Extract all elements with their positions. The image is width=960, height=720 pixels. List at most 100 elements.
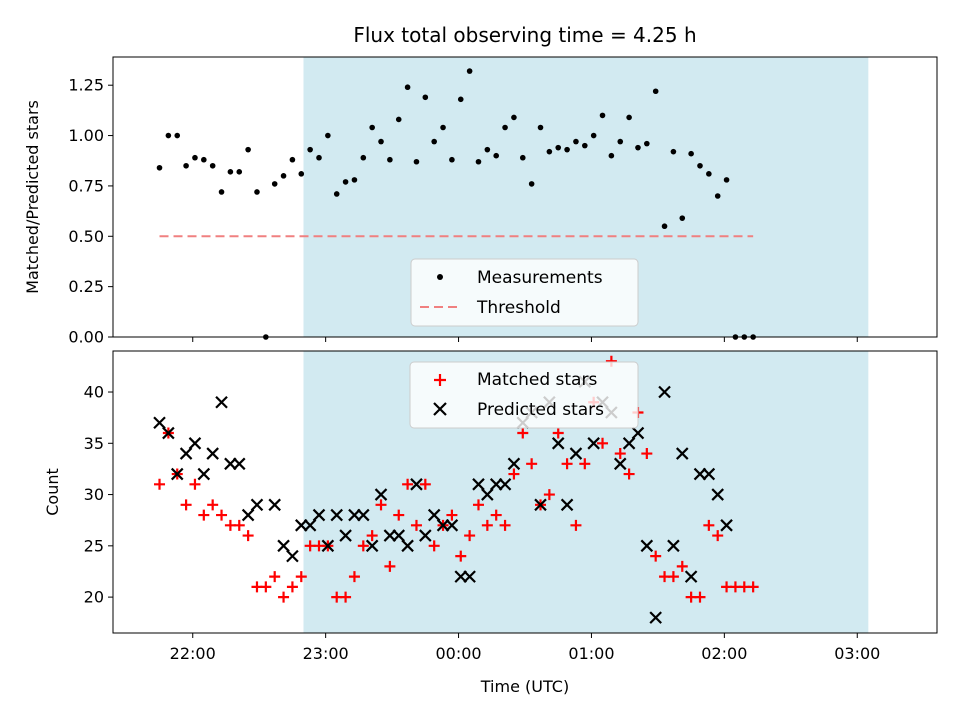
legend-threshold-label: Threshold — [476, 298, 561, 318]
predicted-star-point — [551, 437, 565, 450]
measurement-point — [351, 177, 358, 183]
measurement-point — [395, 116, 402, 123]
measurement-point — [333, 191, 340, 197]
predicted-star-point — [640, 539, 654, 553]
x-tick-label: 03:00 — [834, 644, 880, 663]
measurement-point — [555, 144, 562, 151]
predicted-star-point — [684, 570, 698, 583]
measurement-point — [626, 114, 632, 121]
measurement-point — [644, 140, 650, 147]
predicted-star-point — [587, 437, 600, 450]
bottom-y-ticks: 20 25 30 35 40 — [84, 383, 113, 607]
chart-title: Flux total observing time = 4.25 h — [353, 23, 696, 47]
legend-measurements-label: Measurements — [477, 268, 603, 288]
measurement-point — [360, 154, 367, 161]
matched-star-point — [348, 571, 360, 583]
measurement-point — [209, 162, 216, 169]
matched-star-point — [464, 530, 476, 542]
matched-star-point — [428, 540, 440, 552]
bottom-x-ticks: 22:00 23:00 00:00 01:00 02:00 03:00 — [170, 633, 880, 663]
x-tick-label: 02:00 — [701, 644, 747, 663]
matched-star-point — [340, 591, 352, 603]
top-y-ticks: 0.00 0.25 0.50 0.75 1.00 1.25 — [68, 76, 113, 347]
measurement-point — [661, 223, 668, 230]
measurement-point — [254, 189, 260, 195]
y-tick-label: 0.25 — [68, 277, 104, 296]
measurement-point — [706, 171, 712, 177]
matched-star-point — [189, 478, 201, 490]
count-panel: 20 25 30 35 40 22:00 23:00 00:00 01:00 02:00 03:0… — [43, 350, 938, 696]
measurement-point — [245, 146, 251, 153]
measurement-point — [457, 96, 464, 103]
y-tick-label: 1.00 — [68, 126, 104, 145]
predicted-star-point — [357, 508, 370, 522]
matched-star-point — [579, 458, 591, 470]
predicted-star-point — [427, 508, 441, 522]
matched-star-point — [295, 571, 307, 583]
matched-star-point — [543, 489, 555, 501]
measurement-point — [422, 94, 429, 101]
matched-star-point — [623, 468, 635, 480]
predicted-star-point — [179, 447, 193, 460]
predicted-star-point — [330, 508, 343, 522]
legend-measurements-marker — [437, 274, 443, 280]
measurement-point — [440, 124, 446, 131]
x-tick-label: 23:00 — [303, 644, 349, 663]
matched-star-point — [517, 427, 529, 439]
matched-star-point — [286, 581, 298, 593]
matched-star-point — [375, 499, 387, 511]
predicted-star-point — [613, 457, 627, 471]
measurement-point — [218, 189, 225, 195]
legend-predicted-label: Predicted stars — [477, 400, 604, 420]
top-legend: Measurements Threshold — [410, 258, 639, 327]
matched-star-point — [260, 581, 272, 593]
measurement-point — [201, 156, 207, 163]
measurement-point — [280, 173, 287, 179]
measurement-point — [528, 181, 535, 187]
predicted-star-point — [277, 539, 290, 553]
measurement-point — [289, 156, 296, 163]
y-tick-label: 30 — [84, 485, 104, 504]
measurement-point — [697, 162, 703, 169]
measurement-point — [236, 169, 243, 175]
predicted-star-point — [392, 529, 406, 542]
measurement-point — [573, 138, 579, 145]
matched-star-point — [597, 437, 609, 449]
matched-star-point — [269, 571, 281, 583]
measurement-point — [369, 124, 375, 131]
y-tick-label: 25 — [84, 536, 104, 555]
predicted-star-point — [419, 529, 432, 542]
measurement-point — [617, 138, 624, 145]
measurement-point — [227, 169, 234, 175]
measurement-point — [599, 112, 606, 119]
measurement-point — [723, 177, 730, 183]
legend-predicted-marker — [433, 402, 447, 416]
matched-star-point — [472, 499, 484, 511]
measurement-point — [449, 156, 455, 163]
measurement-point — [431, 138, 437, 145]
matched-star-point — [667, 571, 679, 583]
matched-star-point — [366, 530, 378, 542]
top-x-ticks — [192, 337, 858, 342]
matched-star-point — [641, 448, 653, 460]
matched-star-point — [198, 509, 210, 521]
measurement-point — [519, 154, 526, 161]
predicted-star-point — [312, 508, 326, 522]
measurement-point — [670, 148, 677, 155]
predicted-star-point — [286, 549, 299, 563]
predicted-star-point — [206, 447, 219, 460]
measurement-point — [156, 164, 163, 171]
measurement-point — [413, 158, 420, 165]
predicted-star-point — [197, 467, 211, 481]
matched-star-point — [570, 519, 582, 531]
predicted-star-point — [702, 467, 716, 481]
matched-star-point — [384, 560, 396, 572]
matched-star-point — [650, 550, 662, 562]
matched-star-point — [180, 499, 192, 511]
y-tick-label: 0.75 — [68, 176, 104, 195]
matched-star-point — [278, 591, 290, 603]
matched-star-point — [455, 550, 467, 562]
matched-star-point — [614, 448, 626, 460]
bottom-y-axis-label: Count — [43, 468, 62, 516]
